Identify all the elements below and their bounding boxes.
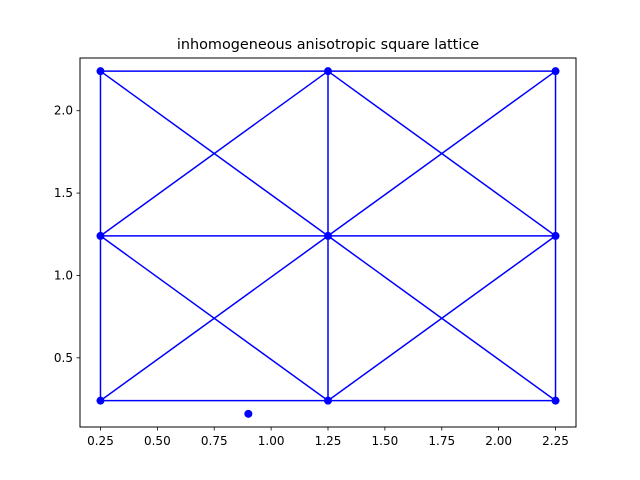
lattice-point: [244, 409, 253, 418]
x-tick-label: 2.25: [542, 434, 569, 448]
x-tick-label: 0.50: [144, 434, 171, 448]
lattice-point: [324, 396, 332, 405]
lattice-point: [96, 231, 105, 240]
x-tick-label: 1.75: [428, 434, 455, 448]
lattice-point: [96, 396, 105, 405]
x-tick-label: 0.25: [87, 434, 114, 448]
lattice-point: [551, 67, 560, 76]
x-tick-label: 1.25: [315, 434, 342, 448]
y-tick-label: 1.0: [54, 268, 73, 282]
lattice-point: [96, 67, 105, 76]
x-axis: 0.25 0.50 0.75 1.00 1.25 1.50 1.75 2.00 2.25: [87, 427, 569, 448]
lattice-point: [324, 231, 332, 240]
lattice-point: [324, 67, 332, 76]
y-tick-label: 2.0: [54, 104, 73, 118]
x-tick-label: 1.00: [258, 434, 285, 448]
lattice-edge: [327, 235, 556, 402]
lattice-edge: [100, 235, 329, 402]
edges-layer: [99, 70, 557, 402]
lattice-point: [551, 396, 560, 405]
x-tick-label: 2.00: [485, 434, 512, 448]
y-tick-label: 1.5: [54, 186, 73, 200]
x-tick-label: 1.50: [372, 434, 399, 448]
lattice-edge: [100, 70, 329, 237]
lattice-edge: [327, 70, 556, 237]
points-layer: [96, 67, 560, 418]
y-axis: 0.5 1.0 1.5 2.0: [54, 104, 80, 365]
y-tick-label: 0.5: [54, 351, 73, 365]
lattice-point: [551, 231, 560, 240]
chart-title: inhomogeneous anisotropic square lattice: [177, 37, 479, 53]
x-tick-label: 0.75: [201, 434, 228, 448]
